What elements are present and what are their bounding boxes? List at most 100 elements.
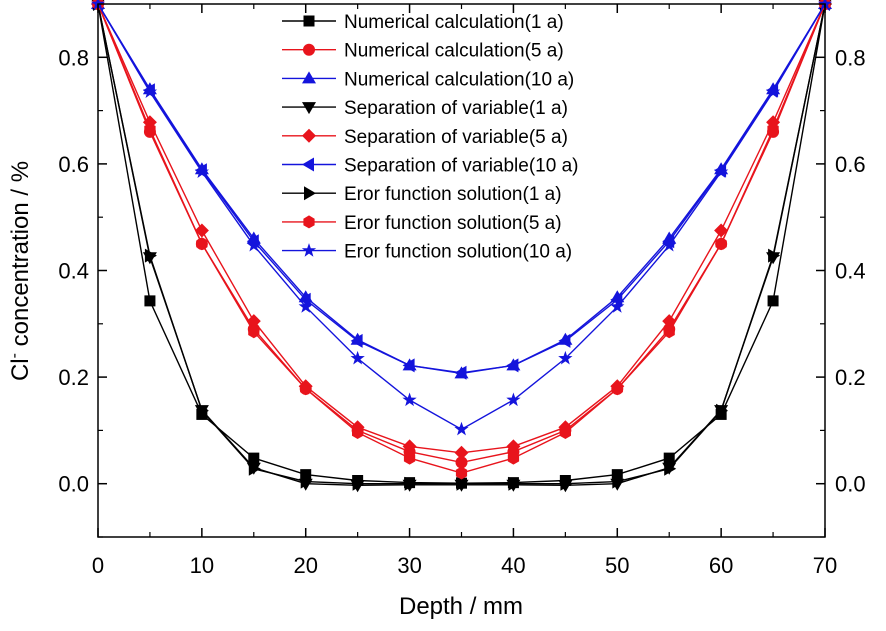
legend-item-9: Eror function solution(10 a)	[282, 242, 572, 263]
y-tick-label: 0.0	[58, 472, 89, 497]
legend-label: Eror function solution(1 a)	[344, 184, 562, 205]
legend-item-8: Eror function solution(5 a)	[282, 213, 562, 234]
data-point	[455, 456, 468, 469]
data-point	[350, 333, 363, 348]
data-point	[194, 164, 209, 178]
x-tick-label: 60	[709, 553, 733, 578]
data-point	[767, 122, 779, 136]
data-point	[404, 476, 417, 491]
data-point	[142, 84, 158, 98]
x-tick-label: 40	[501, 553, 525, 578]
legend-swatch-marker	[302, 128, 316, 143]
data-point	[611, 382, 623, 396]
data-point	[402, 358, 415, 373]
data-point	[611, 469, 623, 481]
data-point	[506, 358, 519, 373]
data-point	[352, 476, 365, 491]
x-tick-label: 10	[190, 553, 214, 578]
y-axis-title: Cl- concentration / %	[6, 161, 34, 381]
legend-label: Separation of variable(5 a)	[344, 127, 568, 148]
legend-label: Eror function solution(10 a)	[344, 242, 572, 263]
data-point	[508, 476, 521, 491]
data-point	[559, 426, 571, 439]
data-point	[507, 451, 520, 465]
data-point	[298, 299, 313, 313]
ticks-layer: 0 10 20 30 40 50 60 70 0.0 0.0 0.2 0.2 0.4 0.4 0.6 0.6 0…	[58, 4, 866, 578]
legend-item-4: Separation of variable(1 a)	[282, 98, 568, 119]
data-point	[714, 164, 729, 178]
legend-item-6: Separation of variable(10 a)	[282, 156, 578, 177]
data-point	[144, 248, 157, 263]
legend-swatch-marker	[303, 215, 315, 229]
data-point	[300, 474, 313, 489]
data-point	[612, 474, 625, 489]
legend-label: Numerical calculation(10 a)	[344, 69, 574, 90]
legend-item-5: Separation of variable(5 a)	[282, 127, 568, 148]
data-point	[560, 476, 573, 491]
data-point	[663, 452, 675, 464]
data-point	[610, 299, 625, 313]
legend-label: Numerical calculation(1 a)	[344, 12, 564, 33]
data-point	[454, 421, 469, 436]
data-point	[454, 445, 469, 460]
data-point	[248, 452, 260, 464]
y-tick-label: 0.8	[58, 45, 89, 70]
legend-label: Separation of variable(1 a)	[344, 98, 568, 119]
data-point	[246, 237, 261, 252]
data-point	[350, 350, 365, 365]
legend-label: Eror function solution(5 a)	[344, 213, 562, 234]
y-tick-label-right: 0.8	[835, 45, 866, 70]
data-point	[767, 295, 779, 307]
legend-label: Numerical calculation(5 a)	[344, 41, 564, 62]
data-point	[352, 426, 364, 439]
legend-item-7: Eror function solution(1 a)	[282, 184, 562, 205]
data-point	[662, 237, 677, 252]
y-tick-label-right: 0.2	[835, 365, 866, 390]
x-tick-label: 50	[605, 553, 629, 578]
legend-swatch-marker	[304, 186, 316, 201]
legend-swatch-marker	[303, 43, 315, 56]
y-tick-label: 0.2	[58, 365, 89, 390]
x-tick-label: 20	[293, 553, 317, 578]
data-point	[144, 122, 156, 136]
y-tick-label-right: 0.4	[835, 259, 866, 284]
data-point	[402, 439, 417, 454]
data-point	[298, 292, 311, 307]
data-point	[144, 295, 156, 307]
data-point	[506, 392, 521, 407]
legend-swatch-marker	[303, 15, 315, 27]
y-tick-label: 0.4	[58, 259, 89, 284]
data-point	[714, 223, 729, 238]
legend-item-2: Numerical calculation(5 a)	[282, 41, 564, 62]
data-point	[455, 466, 468, 480]
legend: Numerical calculation(1 a) Numerical calc…	[282, 12, 578, 263]
x-axis-title: Depth / mm	[399, 593, 523, 620]
data-point	[454, 365, 467, 380]
y-tick-label-right: 0.0	[835, 472, 866, 497]
legend-item-1: Numerical calculation(1 a)	[282, 12, 564, 33]
data-point	[196, 403, 209, 418]
legend-swatch-marker	[302, 157, 314, 172]
legend-swatch-marker	[302, 71, 316, 84]
y-tick-label: 0.6	[58, 152, 89, 177]
data-point	[456, 476, 469, 491]
data-point	[716, 403, 729, 418]
y-tick-label-right: 0.6	[835, 152, 866, 177]
data-point	[506, 439, 521, 454]
x-tick-label: 0	[92, 553, 104, 578]
data-point	[765, 84, 781, 98]
data-point	[715, 237, 727, 251]
data-point	[402, 392, 417, 407]
series-7	[93, 0, 832, 491]
data-point	[403, 451, 416, 465]
legend-label: Separation of variable(10 a)	[344, 156, 578, 177]
data-point	[300, 382, 312, 396]
data-point	[196, 237, 208, 251]
legend-swatch-marker	[301, 243, 317, 257]
data-point	[558, 350, 573, 365]
data-point	[663, 325, 675, 339]
x-tick-label: 30	[397, 553, 421, 578]
data-point	[248, 325, 260, 339]
legend-swatch-marker	[302, 102, 316, 115]
